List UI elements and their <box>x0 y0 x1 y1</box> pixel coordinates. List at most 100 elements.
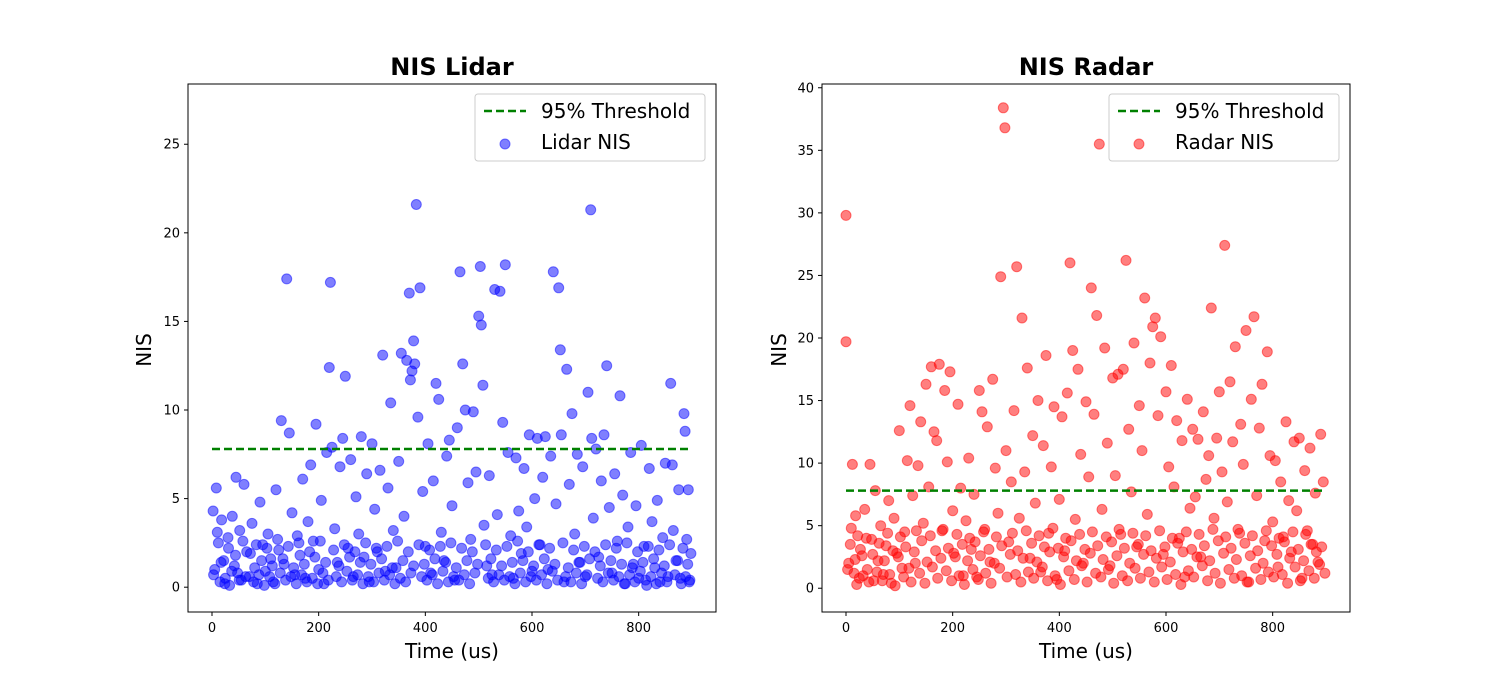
lidar-nis-point <box>240 571 252 583</box>
radar-nis-point <box>917 517 929 529</box>
lidar-nis-point <box>595 475 607 487</box>
radar-nis-point <box>1240 325 1252 336</box>
radar-nis-point <box>989 462 1001 474</box>
lidar-nis-point <box>328 544 340 556</box>
radar-nis-point <box>1192 433 1204 445</box>
lidar-nis-point <box>582 386 594 398</box>
lidar-y-tick-label: 15 <box>163 315 180 330</box>
radar-nis-point <box>863 576 875 588</box>
radar-nis-point <box>1161 574 1173 585</box>
radar-nis-point <box>967 564 979 575</box>
lidar-nis-point <box>577 461 589 473</box>
radar-nis-point <box>1074 528 1086 540</box>
radar-legend-threshold-label: 95% Threshold <box>1175 99 1324 123</box>
radar-nis-point <box>850 510 862 522</box>
lidar-nis-point <box>569 528 581 540</box>
lidar-nis-point <box>429 553 441 565</box>
lidar-nis-point <box>637 556 649 568</box>
radar-nis-point <box>892 551 904 563</box>
radar-nis-point <box>920 378 932 390</box>
radar-nis-point <box>875 520 887 532</box>
lidar-nis-point <box>338 539 350 551</box>
radar-nis-point <box>1298 555 1310 567</box>
radar-nis-point <box>1319 567 1331 579</box>
lidar-nis-point <box>597 576 609 588</box>
radar-nis-point <box>1164 556 1176 568</box>
lidar-nis-point <box>610 542 622 554</box>
lidar-nis-point <box>230 471 242 483</box>
lidar-nis-point <box>545 450 557 462</box>
radar-nis-point <box>1028 572 1040 584</box>
radar-nis-point <box>1000 445 1012 457</box>
radar-nis-point <box>1193 528 1205 540</box>
radar-nis-point <box>1252 545 1264 557</box>
radar-nis-point <box>1248 311 1260 323</box>
radar-nis-point <box>1020 525 1032 537</box>
lidar-nis-point <box>269 578 281 590</box>
lidar-nis-point <box>682 484 694 496</box>
lidar-nis-point <box>494 285 506 297</box>
radar-nis-point <box>1303 565 1315 577</box>
radar-nis-point <box>932 572 944 584</box>
radar-nis-point <box>1141 508 1153 520</box>
radar-nis-point <box>1287 526 1299 538</box>
lidar-nis-point <box>614 390 626 402</box>
radar-nis-point <box>1283 495 1295 507</box>
radar-nis-point <box>930 545 942 557</box>
radar-nis-point <box>1261 346 1273 358</box>
radar-nis-point <box>1165 360 1177 371</box>
lidar-nis-point <box>682 558 694 570</box>
lidar-nis-point <box>513 505 525 517</box>
lidar-nis-point <box>554 344 566 356</box>
lidar-nis-point <box>211 526 223 538</box>
lidar-nis-point <box>337 432 349 444</box>
radar-nis-point <box>1284 552 1296 564</box>
lidar-nis-point <box>609 468 621 480</box>
radar-nis-point <box>941 456 953 468</box>
radar-x-tick-label: 600 <box>1154 621 1179 636</box>
radar-nis-point <box>1128 337 1140 349</box>
lidar-nis-point <box>600 539 612 551</box>
lidar-nis-point <box>570 567 582 579</box>
lidar-nis-point <box>433 393 445 405</box>
lidar-nis-point <box>485 553 497 565</box>
radar-nis-point <box>933 358 945 370</box>
radar-nis-point <box>1280 416 1292 428</box>
lidar-nis-point <box>480 539 492 551</box>
lidar-nis-point <box>464 578 476 590</box>
lidar-nis-point <box>555 429 567 441</box>
lidar-nis-point <box>642 540 654 552</box>
radar-nis-point <box>1076 560 1088 572</box>
lidar-nis-point <box>314 535 326 547</box>
radar-nis-point <box>1096 503 1108 515</box>
radar-nis-point <box>1072 363 1084 375</box>
radar-y-tick-label: 10 <box>797 457 814 472</box>
radar-nis-point <box>1219 239 1231 251</box>
radar-nis-point <box>1175 579 1187 590</box>
radar-nis-point <box>1032 395 1044 406</box>
radar-nis-point <box>1125 486 1137 498</box>
radar-nis-point <box>1120 254 1132 266</box>
lidar-nis-point <box>339 370 351 382</box>
lidar-nis-point <box>329 523 341 535</box>
radar-nis-point <box>1266 540 1278 552</box>
lidar-nis-point <box>561 363 573 375</box>
radar-nis-point <box>1064 257 1076 269</box>
radar-nis-point <box>898 571 910 583</box>
lidar-nis-point <box>230 549 241 561</box>
lidar-nis-point <box>557 537 569 549</box>
lidar-nis-point <box>658 560 670 572</box>
radar-legend: 95% Threshold Radar NIS <box>1108 93 1340 162</box>
radar-nis-point <box>1257 557 1269 569</box>
lidar-nis-point <box>272 533 284 545</box>
lidar-legend-box <box>474 93 706 162</box>
radar-nis-point <box>888 512 900 524</box>
radar-nis-point <box>1275 476 1287 488</box>
lidar-nis-point <box>403 287 415 299</box>
lidar-nis-point <box>250 539 262 551</box>
radar-nis-point <box>889 580 901 592</box>
radar-nis-point <box>983 543 995 555</box>
radar-nis-point <box>963 452 975 464</box>
lidar-nis-point <box>385 397 397 409</box>
lidar-nis-point <box>246 517 258 529</box>
